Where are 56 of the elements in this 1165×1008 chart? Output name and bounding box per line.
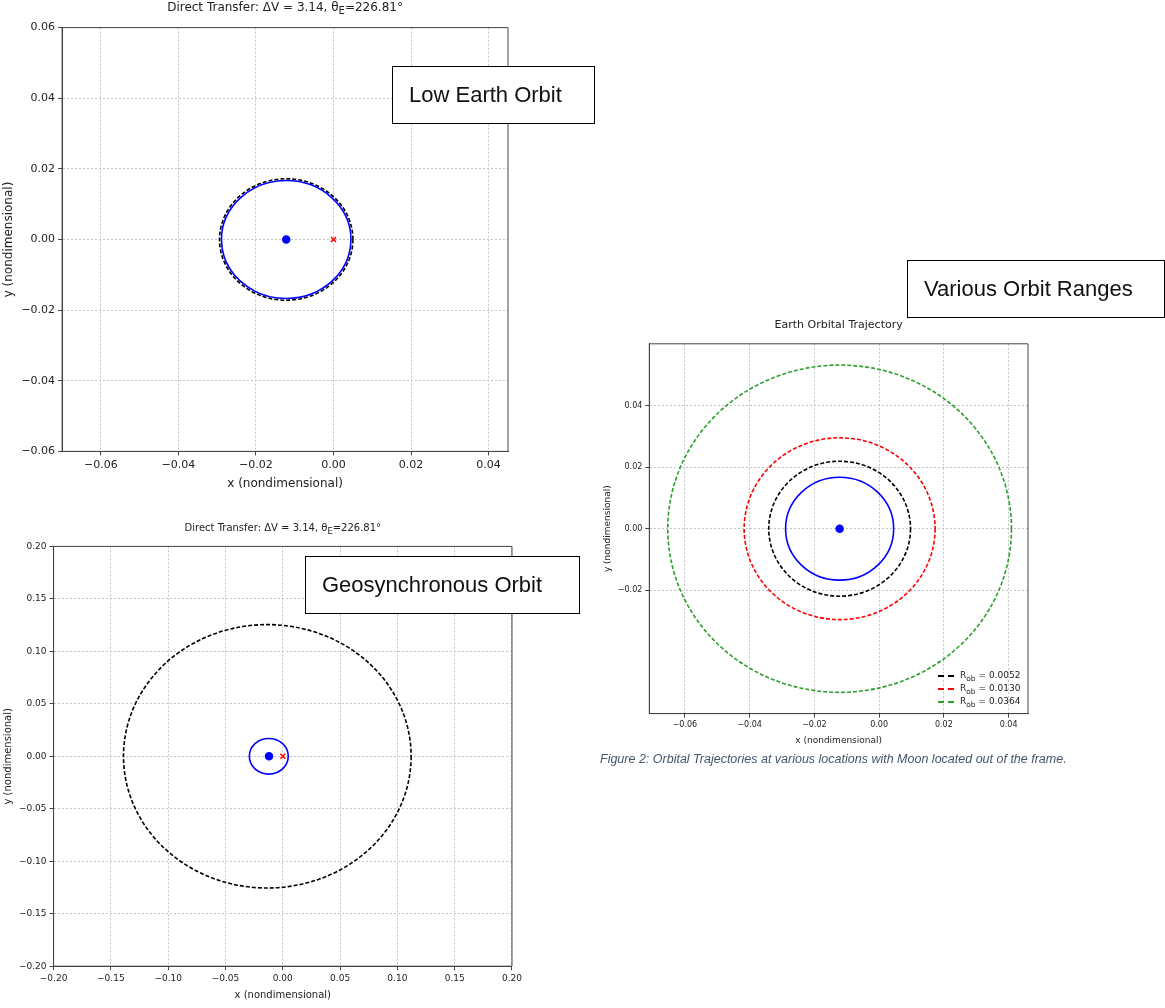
annotation: Low Earth Orbit bbox=[392, 66, 595, 124]
caption: Figure 2: Orbital Trajectories at various locations with Moon located out of the frame. bbox=[600, 752, 1067, 766]
x-axis-title: x (nondimensional) bbox=[227, 475, 343, 490]
y-tick-label: 0.15 bbox=[26, 593, 47, 604]
x-tick-label: −0.15 bbox=[97, 972, 125, 983]
x-tick-label: −0.04 bbox=[737, 720, 762, 730]
x-tick-label: −0.06 bbox=[84, 457, 118, 471]
y-tick-label: 0.06 bbox=[30, 20, 56, 34]
y-tick-label: −0.04 bbox=[21, 373, 56, 387]
chart-title: Direct Transfer: ΔV = 3.14, θ$_{E}$=226.81° bbox=[167, 0, 403, 17]
annotation: R$_{ob}$ = 0.0364 bbox=[960, 695, 1021, 709]
text: Various Orbit Ranges bbox=[907, 260, 1165, 318]
y-tick-label: 0.04 bbox=[624, 400, 643, 410]
annotation: Geosynchronous Orbit bbox=[305, 556, 580, 614]
y-axis-title: y (nondimensional) bbox=[1, 708, 13, 805]
y-tick-label: 0.20 bbox=[26, 540, 47, 551]
y-tick-label: −0.02 bbox=[21, 302, 56, 316]
x-axis-title: x (nondimensional) bbox=[795, 734, 883, 745]
y-tick-label: 0.00 bbox=[26, 750, 47, 761]
x-tick-label: 0.00 bbox=[321, 457, 346, 471]
chart-title: Earth Orbital Trajectory bbox=[774, 318, 903, 331]
x-tick-label: 0.02 bbox=[934, 720, 953, 730]
y-tick-label: −0.15 bbox=[18, 908, 47, 919]
annotation: R$_{ob}$ = 0.0130 bbox=[960, 682, 1021, 696]
chart-title: Direct Transfer: ΔV = 3.14, θ$_{E}$=226.81° bbox=[184, 522, 382, 536]
x-tick-label: 0.00 bbox=[870, 720, 889, 730]
x-tick-label: 0.04 bbox=[999, 720, 1018, 730]
x-tick-label: −0.04 bbox=[161, 457, 196, 471]
x-tick-label: 0.10 bbox=[387, 972, 408, 983]
x-tick-label: 0.00 bbox=[272, 972, 294, 983]
y-axis-title: y (nondimensional) bbox=[601, 485, 612, 573]
x-axis-title: x (nondimensional) bbox=[234, 988, 332, 1000]
x-tick-label: −0.10 bbox=[154, 972, 183, 983]
y-tick-label: −0.05 bbox=[18, 803, 47, 814]
x-tick-label: 0.05 bbox=[330, 972, 351, 983]
y-tick-label: 0.00 bbox=[30, 232, 56, 246]
y-tick-label: −0.20 bbox=[18, 960, 47, 971]
x-tick-label: 0.20 bbox=[501, 972, 523, 983]
x-tick-label: −0.05 bbox=[211, 972, 240, 983]
annotation: R$_{ob}$ = 0.0052 bbox=[960, 669, 1021, 683]
y-tick-label: 0.10 bbox=[26, 645, 47, 656]
x-tick-label: −0.06 bbox=[672, 720, 698, 730]
x-tick-label: 0.15 bbox=[444, 972, 465, 983]
x-tick-label: −0.02 bbox=[239, 457, 273, 471]
x-tick-label: 0.02 bbox=[398, 457, 424, 471]
y-tick-label: −0.02 bbox=[617, 585, 643, 595]
y-axis-title: y (nondimensional) bbox=[1, 181, 16, 298]
x-tick-label: −0.02 bbox=[802, 720, 827, 730]
y-tick-label: −0.06 bbox=[21, 444, 56, 458]
x-tick-label: −0.20 bbox=[39, 972, 68, 983]
y-tick-label: −0.10 bbox=[18, 855, 47, 866]
y-tick-label: 0.05 bbox=[26, 698, 47, 709]
x-tick-label: 0.04 bbox=[476, 457, 501, 471]
y-tick-label: 0.00 bbox=[624, 523, 643, 533]
y-tick-label: 0.04 bbox=[30, 91, 56, 105]
y-tick-label: 0.02 bbox=[30, 161, 56, 175]
